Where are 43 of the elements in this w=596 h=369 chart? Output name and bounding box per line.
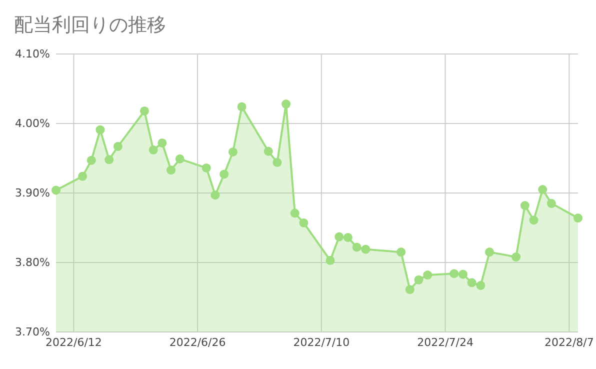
point bbox=[299, 218, 308, 228]
point bbox=[210, 190, 220, 200]
point bbox=[78, 172, 88, 181]
point bbox=[282, 100, 291, 109]
x-tick-label: 2022/7/24 bbox=[417, 336, 474, 349]
point bbox=[202, 163, 211, 172]
point bbox=[405, 285, 414, 294]
point bbox=[158, 138, 167, 148]
point bbox=[538, 185, 548, 194]
point bbox=[140, 106, 149, 116]
point bbox=[104, 155, 114, 164]
point bbox=[166, 166, 176, 175]
point bbox=[264, 146, 273, 156]
y-tick-label: 3.80% bbox=[15, 256, 50, 270]
point bbox=[520, 201, 530, 210]
point bbox=[228, 147, 238, 156]
point bbox=[290, 208, 300, 218]
point bbox=[458, 270, 468, 279]
point bbox=[485, 248, 494, 257]
point bbox=[86, 156, 96, 165]
point bbox=[175, 154, 184, 164]
point bbox=[148, 145, 158, 154]
x-tick-label: 2022/8/7 bbox=[544, 336, 594, 349]
point bbox=[96, 125, 105, 134]
y-tick-label: 4.10% bbox=[15, 48, 50, 61]
point bbox=[113, 142, 122, 151]
point bbox=[476, 280, 486, 290]
point bbox=[272, 158, 282, 167]
point bbox=[396, 248, 406, 257]
chart-title: 配当利回りの推移 bbox=[14, 14, 166, 36]
point bbox=[512, 252, 521, 262]
point bbox=[529, 216, 538, 225]
y-tick-label: 4.00% bbox=[15, 117, 50, 130]
y-tick-label: 3.90% bbox=[15, 186, 50, 200]
point bbox=[51, 186, 61, 195]
point bbox=[546, 198, 556, 208]
x-tick-label: 2022/7/10 bbox=[293, 336, 350, 349]
point bbox=[220, 170, 229, 179]
point bbox=[343, 232, 352, 242]
x-tick-label: 2022/6/26 bbox=[169, 336, 226, 349]
point bbox=[237, 102, 246, 112]
point bbox=[414, 275, 424, 284]
point bbox=[326, 256, 335, 265]
